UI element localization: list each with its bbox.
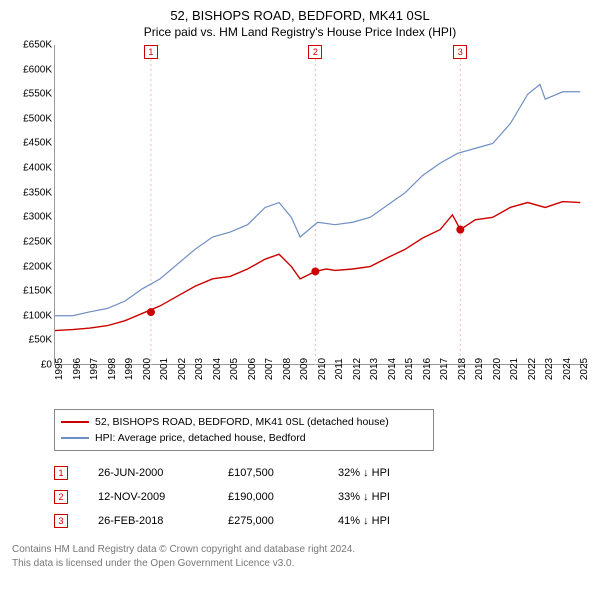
sale-marker: 2 bbox=[54, 490, 68, 504]
sale-marker: 1 bbox=[54, 466, 68, 480]
x-tick-label: 2015 bbox=[404, 358, 415, 380]
x-tick-label: 2008 bbox=[282, 358, 293, 380]
x-tick-label: 1999 bbox=[124, 358, 135, 380]
sale-price: £190,000 bbox=[228, 491, 308, 503]
x-tick-label: 2005 bbox=[229, 358, 240, 380]
sale-hpi-delta: 41% ↓ HPI bbox=[338, 515, 428, 527]
y-tick-label: £200K bbox=[23, 261, 52, 272]
y-tick-label: £550K bbox=[23, 89, 52, 100]
y-tick-label: £350K bbox=[23, 187, 52, 198]
sale-price: £275,000 bbox=[228, 515, 308, 527]
legend-swatch bbox=[61, 437, 89, 439]
plot-svg bbox=[55, 45, 589, 365]
y-tick-label: £250K bbox=[23, 236, 52, 247]
sale-point-3 bbox=[456, 226, 464, 234]
x-tick-label: 2000 bbox=[142, 358, 153, 380]
footnote-line-1: Contains HM Land Registry data © Crown c… bbox=[12, 543, 588, 557]
y-tick-label: £150K bbox=[23, 286, 52, 297]
y-tick-label: £650K bbox=[23, 40, 52, 51]
sale-row: 2 12-NOV-2009 £190,000 33% ↓ HPI bbox=[54, 485, 588, 509]
y-tick-label: £400K bbox=[23, 163, 52, 174]
x-tick-label: 2004 bbox=[212, 358, 223, 380]
chart-container: 52, BISHOPS ROAD, BEDFORD, MK41 0SL Pric… bbox=[0, 0, 600, 580]
x-tick-label: 2011 bbox=[334, 358, 345, 380]
legend-label: HPI: Average price, detached house, Bedf… bbox=[95, 432, 306, 444]
legend-swatch bbox=[61, 421, 89, 423]
chart-title: 52, BISHOPS ROAD, BEDFORD, MK41 0SL bbox=[12, 8, 588, 23]
chart-subtitle: Price paid vs. HM Land Registry's House … bbox=[12, 25, 588, 39]
x-tick-label: 1997 bbox=[89, 358, 100, 380]
x-tick-label: 2022 bbox=[527, 358, 538, 380]
y-tick-label: £500K bbox=[23, 113, 52, 124]
sale-row: 3 26-FEB-2018 £275,000 41% ↓ HPI bbox=[54, 509, 588, 533]
sale-hpi-delta: 32% ↓ HPI bbox=[338, 467, 428, 479]
x-tick-label: 2001 bbox=[159, 358, 170, 380]
x-tick-label: 2018 bbox=[457, 358, 468, 380]
sale-hpi-delta: 33% ↓ HPI bbox=[338, 491, 428, 503]
series-line-hpi bbox=[55, 84, 580, 315]
y-tick-label: £0 bbox=[41, 360, 52, 371]
x-tick-label: 2024 bbox=[562, 358, 573, 380]
x-tick-label: 2016 bbox=[422, 358, 433, 380]
sales-table: 1 26-JUN-2000 £107,500 32% ↓ HPI 2 12-NOV-200… bbox=[54, 461, 588, 533]
series-line-property bbox=[55, 202, 580, 331]
x-tick-label: 1995 bbox=[54, 358, 65, 380]
footnote: Contains HM Land Registry data © Crown c… bbox=[12, 543, 588, 570]
sale-date: 26-FEB-2018 bbox=[98, 515, 198, 527]
x-tick-label: 2023 bbox=[544, 358, 555, 380]
y-tick-label: £50K bbox=[29, 335, 52, 346]
y-axis: £0£50K£100K£150K£200K£250K£300K£350K£400… bbox=[12, 45, 54, 365]
x-tick-label: 2010 bbox=[317, 358, 328, 380]
marker-box-1: 1 bbox=[144, 45, 158, 59]
x-tick-label: 2025 bbox=[579, 358, 590, 380]
x-tick-label: 2017 bbox=[439, 358, 450, 380]
title-block: 52, BISHOPS ROAD, BEDFORD, MK41 0SL Pric… bbox=[12, 8, 588, 39]
x-tick-label: 2009 bbox=[299, 358, 310, 380]
x-tick-label: 1996 bbox=[72, 358, 83, 380]
sale-date: 26-JUN-2000 bbox=[98, 467, 198, 479]
footnote-line-2: This data is licensed under the Open Gov… bbox=[12, 557, 588, 571]
x-tick-label: 2021 bbox=[509, 358, 520, 380]
marker-box-3: 3 bbox=[453, 45, 467, 59]
plot-area: 1 2 3 bbox=[54, 45, 588, 365]
x-tick-label: 2020 bbox=[492, 358, 503, 380]
sale-price: £107,500 bbox=[228, 467, 308, 479]
x-axis: 1995199619971998199920002001200220032004… bbox=[54, 367, 588, 407]
x-tick-label: 2006 bbox=[247, 358, 258, 380]
y-tick-label: £300K bbox=[23, 212, 52, 223]
y-tick-label: £100K bbox=[23, 310, 52, 321]
sale-date: 12-NOV-2009 bbox=[98, 491, 198, 503]
x-tick-label: 1998 bbox=[107, 358, 118, 380]
legend: 52, BISHOPS ROAD, BEDFORD, MK41 0SL (det… bbox=[54, 409, 434, 451]
x-tick-label: 2003 bbox=[194, 358, 205, 380]
marker-box-2: 2 bbox=[308, 45, 322, 59]
x-tick-label: 2014 bbox=[387, 358, 398, 380]
x-tick-label: 2012 bbox=[352, 358, 363, 380]
sale-point-2 bbox=[311, 267, 319, 275]
legend-label: 52, BISHOPS ROAD, BEDFORD, MK41 0SL (det… bbox=[95, 416, 389, 428]
x-tick-label: 2013 bbox=[369, 358, 380, 380]
x-tick-label: 2019 bbox=[474, 358, 485, 380]
sale-point-1 bbox=[147, 308, 155, 316]
x-tick-label: 2002 bbox=[177, 358, 188, 380]
legend-item: 52, BISHOPS ROAD, BEDFORD, MK41 0SL (det… bbox=[61, 414, 427, 430]
sale-row: 1 26-JUN-2000 £107,500 32% ↓ HPI bbox=[54, 461, 588, 485]
chart-area: £0 £50K £100K £150K £200K £250K £300K £350K £400… bbox=[12, 45, 588, 405]
y-tick-label: £600K bbox=[23, 64, 52, 75]
x-tick-label: 2007 bbox=[264, 358, 275, 380]
legend-item: HPI: Average price, detached house, Bedf… bbox=[61, 430, 427, 446]
sale-marker: 3 bbox=[54, 514, 68, 528]
y-tick-label: £450K bbox=[23, 138, 52, 149]
